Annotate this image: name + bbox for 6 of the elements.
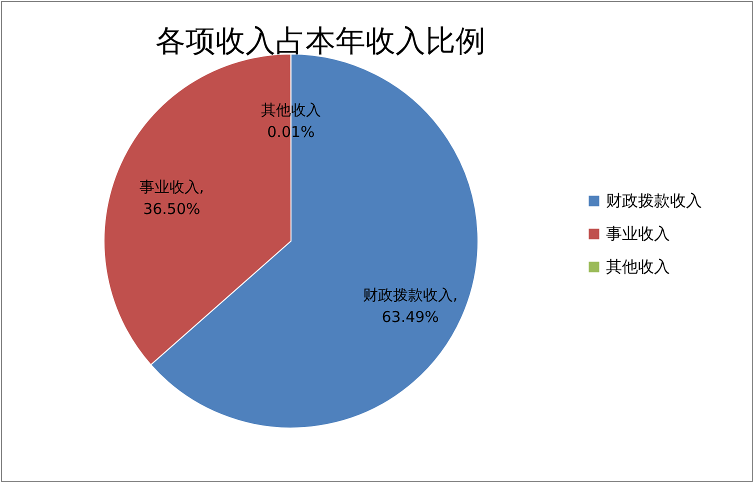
data-label: 事业收入, 36.50% [139,178,204,218]
data-label: 财政拨款收入, 63.49% [362,286,458,326]
legend-label: 财政拨款收入 [606,191,702,210]
legend-label: 其他收入 [606,257,670,276]
legend-label: 事业收入 [606,224,670,243]
chart-title: 各项收入占本年收入比例 [156,24,486,59]
